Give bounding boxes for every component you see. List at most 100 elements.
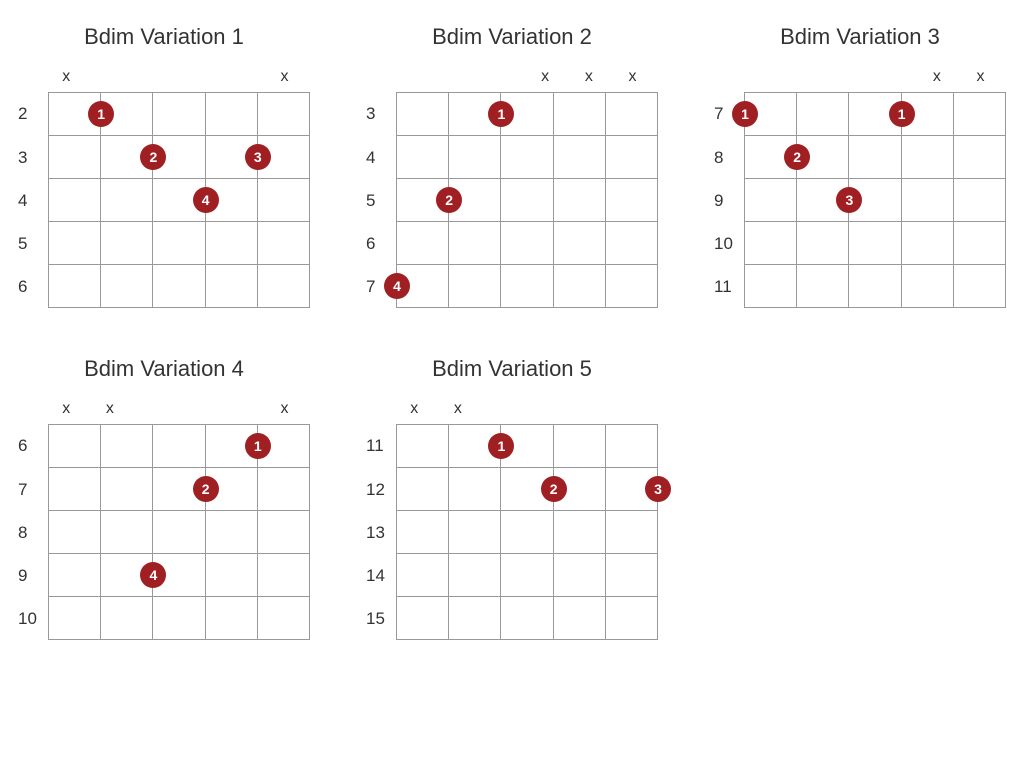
- string-markers: xxx: [396, 68, 658, 86]
- fret-cell: [606, 265, 658, 307]
- fret-cells: [396, 554, 658, 597]
- fret-cell: [153, 222, 205, 264]
- fret-cell: [954, 136, 1006, 178]
- chord-diagram: Bdim Variation 1xx213234456: [18, 24, 310, 308]
- fret-cells: [396, 136, 658, 179]
- string-marker: [219, 400, 263, 418]
- fret-cell: [501, 265, 553, 307]
- fret-cell: [397, 511, 449, 553]
- fret-cell: [258, 511, 310, 553]
- chord-diagram: Bdim Variation 4xxx617289410: [18, 356, 310, 640]
- fret-cell: [554, 597, 606, 639]
- fret-cell: [397, 222, 449, 264]
- fret-cells: [396, 511, 658, 554]
- fret-cell: [258, 222, 310, 264]
- fret-cell: [554, 179, 606, 221]
- string-marker: [740, 68, 784, 86]
- fret-cell: [606, 93, 658, 135]
- fret-row: 74: [366, 265, 658, 308]
- finger-dot: 4: [193, 187, 219, 213]
- fret-label: 2: [18, 104, 48, 124]
- fret-cells: [396, 597, 658, 640]
- fret-cell: [501, 136, 553, 178]
- fret-label: 10: [714, 234, 744, 254]
- fret-cell: [954, 265, 1006, 307]
- fret-cell: [902, 265, 954, 307]
- fret-cell: [153, 425, 205, 467]
- fret-row: 6: [366, 222, 658, 265]
- fret-cell: [606, 554, 658, 596]
- finger-dot: 2: [784, 144, 810, 170]
- string-marker: [436, 68, 480, 86]
- string-marker: x: [523, 68, 567, 86]
- finger-dot: 1: [732, 101, 758, 127]
- fret-cells: 2: [744, 136, 1006, 179]
- fret-label: 11: [714, 277, 744, 297]
- string-marker: [132, 68, 176, 86]
- string-marker: [828, 68, 872, 86]
- finger-dot: 4: [140, 562, 166, 588]
- fret-cell: [797, 222, 849, 264]
- finger-dot: 2: [436, 187, 462, 213]
- string-marker: [611, 400, 655, 418]
- fret-cell: [554, 511, 606, 553]
- fret-cell: [902, 179, 954, 221]
- fret-cells: 1: [48, 92, 310, 136]
- fret-label: 6: [366, 234, 396, 254]
- fret-cell: [449, 265, 501, 307]
- string-marker: [219, 68, 263, 86]
- fret-row: 13: [366, 511, 658, 554]
- string-markers: xx: [744, 68, 1006, 86]
- string-marker: x: [611, 68, 655, 86]
- string-marker: x: [392, 400, 436, 418]
- fret-cell: [797, 93, 849, 135]
- fret-cell: [153, 511, 205, 553]
- fret-label: 5: [18, 234, 48, 254]
- fret-label: 8: [18, 523, 48, 543]
- fret-cell: [449, 222, 501, 264]
- fret-cells: 4: [48, 179, 310, 222]
- fret-cells: 3: [744, 179, 1006, 222]
- fret-cells: [48, 597, 310, 640]
- fret-label: 9: [18, 566, 48, 586]
- fret-row: 52: [366, 179, 658, 222]
- fret-cell: [745, 265, 797, 307]
- finger-dot: 2: [541, 476, 567, 502]
- fret-cell: [206, 222, 258, 264]
- fret-cell: [101, 511, 153, 553]
- finger-dot: 4: [384, 273, 410, 299]
- fret-cell: [554, 425, 606, 467]
- fret-cells: 1: [396, 92, 658, 136]
- fret-cells: [744, 222, 1006, 265]
- finger-dot: 1: [245, 433, 271, 459]
- string-marker: [392, 68, 436, 86]
- fret-cells: 1: [48, 424, 310, 468]
- fret-cells: [744, 265, 1006, 308]
- fret-row: 111: [366, 424, 658, 468]
- string-marker: [88, 68, 132, 86]
- string-markers: xxx: [48, 400, 310, 418]
- string-marker: x: [44, 68, 88, 86]
- fret-cell: [397, 93, 449, 135]
- string-marker: [871, 68, 915, 86]
- fret-cell: [501, 179, 553, 221]
- fret-cell: [954, 222, 1006, 264]
- finger-dot: 3: [836, 187, 862, 213]
- fret-row: 10: [18, 597, 310, 640]
- fret-cell: [449, 597, 501, 639]
- string-markers: xx: [48, 68, 310, 86]
- string-marker: [175, 68, 219, 86]
- fret-cell: [554, 265, 606, 307]
- fret-cell: [49, 179, 101, 221]
- fret-cell: [849, 265, 901, 307]
- chord-diagram: Bdim Variation 5xx1111223131415: [366, 356, 658, 640]
- fret-cell: [554, 222, 606, 264]
- string-marker: [480, 68, 524, 86]
- finger-dot: 1: [488, 101, 514, 127]
- fret-label: 3: [366, 104, 396, 124]
- diagram-title: Bdim Variation 3: [714, 24, 1006, 50]
- fret-cell: [397, 136, 449, 178]
- fret-cell: [49, 265, 101, 307]
- fret-row: 94: [18, 554, 310, 597]
- chord-diagram: Bdim Variation 2xxx31452674: [366, 24, 658, 308]
